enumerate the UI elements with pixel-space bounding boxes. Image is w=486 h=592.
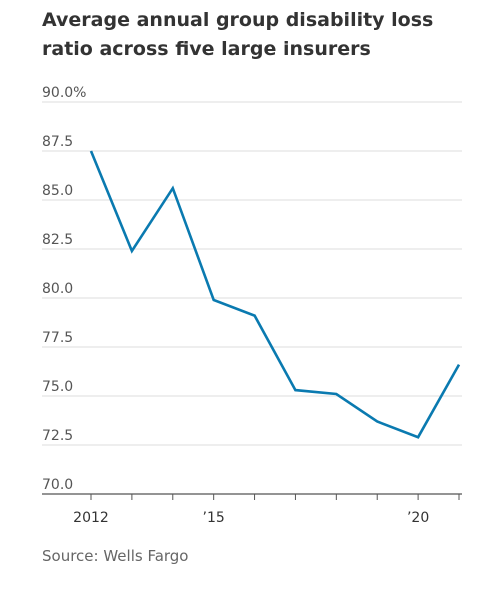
y-tick-label: 77.5: [42, 330, 73, 346]
y-tick-label: 82.5: [42, 232, 73, 248]
x-tick-label: ’20: [407, 510, 429, 526]
y-tick-label: 80.0: [42, 281, 73, 297]
x-tick-label: 2012: [73, 510, 109, 526]
y-tick-label: 75.0: [42, 379, 73, 395]
series-line: [89, 150, 461, 439]
gridlines: [42, 101, 462, 446]
y-tick-label: 70.0: [42, 477, 73, 493]
chart-title: Average annual group disability loss rat…: [42, 9, 434, 60]
x-tick-label: ’15: [203, 510, 225, 526]
y-tick-label: 87.5: [42, 134, 73, 150]
y-tick-label: 90.0%: [42, 85, 86, 101]
y-tick-label: 72.5: [42, 428, 73, 444]
y-tick-label: 85.0: [42, 183, 73, 199]
y-axis-tick-labels: 90.0% 87.5 85.0 82.5 80.0 77.5 75.0 72.5 70.0: [42, 85, 86, 493]
x-axis-tick-labels: 2012 ’15 ’20: [73, 510, 429, 526]
series-layer: [89, 150, 461, 439]
source-note: Source: Wells Fargo: [42, 547, 189, 565]
x-axis: [42, 493, 462, 500]
